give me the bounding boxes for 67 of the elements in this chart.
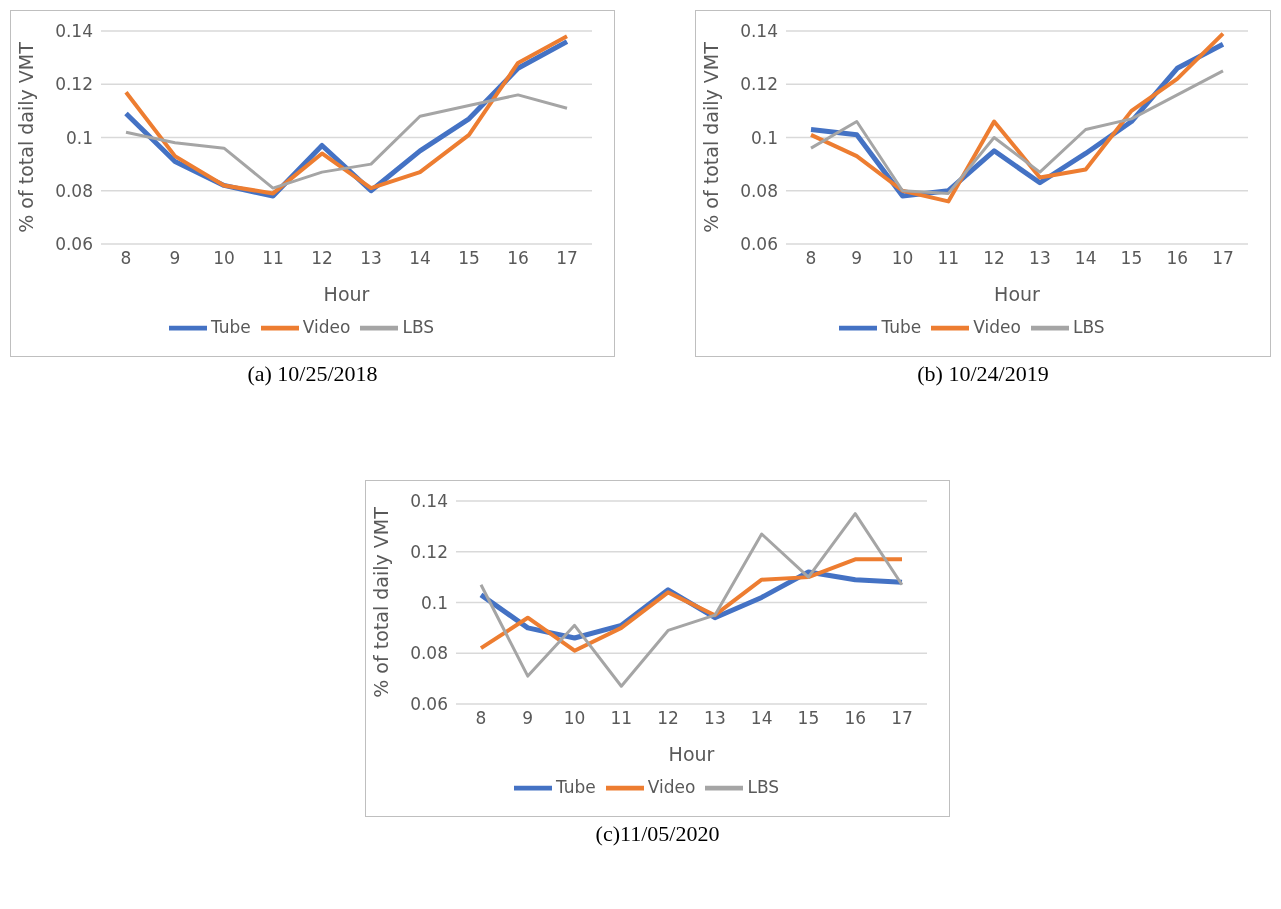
y-tick-label: 0.12 bbox=[740, 74, 778, 95]
legend-label: LBS bbox=[402, 317, 435, 337]
y-tick-label: 0.06 bbox=[410, 694, 448, 715]
x-tick-label: 14 bbox=[750, 708, 773, 729]
x-tick-label: 16 bbox=[507, 248, 529, 269]
x-tick-label: 13 bbox=[360, 248, 382, 269]
x-tick-label: 16 bbox=[844, 708, 867, 729]
legend-label: LBS bbox=[747, 777, 780, 797]
x-tick-label: 15 bbox=[797, 708, 820, 729]
x-tick-label: 8 bbox=[475, 708, 487, 729]
x-tick-label: 15 bbox=[1120, 248, 1143, 269]
x-tick-label: 11 bbox=[262, 248, 284, 269]
x-tick-label: 14 bbox=[409, 248, 431, 269]
x-tick-label: 8 bbox=[805, 248, 817, 269]
x-axis-title: Hour bbox=[668, 743, 715, 765]
text: (a) 10/25/2018 bbox=[246, 361, 379, 387]
legend-label: Tube bbox=[555, 777, 596, 797]
y-axis-title: % of total daily VMT bbox=[699, 41, 722, 233]
legend-label: Tube bbox=[210, 317, 251, 337]
x-tick-label: 11 bbox=[937, 248, 960, 269]
x-tick-label: 12 bbox=[657, 708, 679, 729]
x-tick-label: 9 bbox=[851, 248, 863, 269]
x-tick-label: 14 bbox=[1074, 248, 1097, 269]
x-tick-label: 13 bbox=[704, 708, 726, 729]
text: (c)11/05/2020 bbox=[594, 821, 721, 847]
legend-label: Video bbox=[973, 317, 1021, 337]
x-tick-label: 9 bbox=[522, 708, 534, 729]
y-tick-label: 0.14 bbox=[55, 21, 93, 42]
line-series bbox=[479, 512, 904, 688]
legend-label: LBS bbox=[1072, 317, 1105, 337]
x-tick-label: 15 bbox=[458, 248, 480, 269]
x-axis-title: Hour bbox=[323, 283, 370, 305]
x-tick-label: 10 bbox=[563, 708, 586, 729]
y-tick-label: 0.12 bbox=[55, 74, 93, 95]
x-tick-label: 10 bbox=[213, 248, 235, 269]
line-series bbox=[124, 93, 569, 190]
x-tick-label: 13 bbox=[1029, 248, 1051, 269]
y-axis-title: % of total daily VMT bbox=[369, 506, 392, 698]
y-tick-label: 0.08 bbox=[55, 180, 93, 201]
y-tick-label: 0.1 bbox=[750, 127, 778, 148]
x-tick-label: 9 bbox=[169, 248, 181, 269]
x-tick-label: 17 bbox=[1212, 248, 1234, 269]
x-tick-label: 16 bbox=[1166, 248, 1189, 269]
legend-label: Tube bbox=[881, 317, 922, 337]
y-tick-label: 0.08 bbox=[740, 180, 778, 201]
y-tick-label: 0.14 bbox=[410, 491, 448, 512]
y-tick-label: 0.08 bbox=[410, 643, 448, 664]
y-tick-label: 0.1 bbox=[65, 127, 93, 148]
y-tick-label: 0.06 bbox=[740, 234, 778, 255]
x-tick-label: 10 bbox=[891, 248, 914, 269]
x-tick-label: 8 bbox=[120, 248, 132, 269]
x-tick-label: 12 bbox=[311, 248, 333, 269]
legend-label: Video bbox=[302, 317, 351, 337]
x-tick-label: 17 bbox=[891, 708, 913, 729]
x-axis-title: Hour bbox=[994, 283, 1041, 305]
y-tick-label: 0.14 bbox=[740, 21, 778, 42]
line-series bbox=[809, 69, 1225, 195]
text: (b) 10/24/2019 bbox=[916, 361, 1050, 387]
line-series bbox=[479, 557, 904, 653]
x-tick-label: 11 bbox=[610, 708, 633, 729]
y-axis-title: % of total daily VMT bbox=[14, 41, 37, 233]
x-tick-label: 12 bbox=[983, 248, 1005, 269]
y-tick-label: 0.06 bbox=[55, 234, 93, 255]
legend-label: Video bbox=[647, 777, 696, 797]
y-tick-label: 0.1 bbox=[420, 592, 448, 613]
x-tick-label: 17 bbox=[556, 248, 578, 269]
y-tick-label: 0.12 bbox=[410, 541, 448, 562]
